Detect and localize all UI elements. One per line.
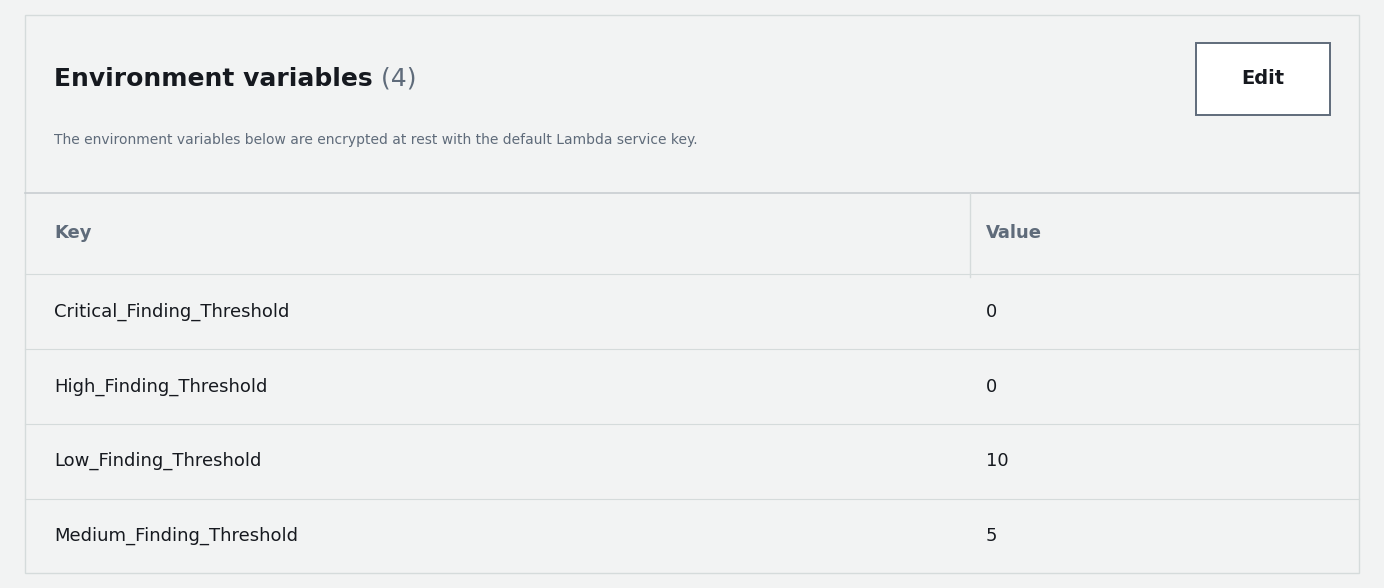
Text: Environment variables: Environment variables — [54, 67, 372, 91]
Text: Medium_Finding_Threshold: Medium_Finding_Threshold — [54, 527, 299, 545]
Text: Low_Finding_Threshold: Low_Finding_Threshold — [54, 452, 262, 470]
Text: 0: 0 — [985, 377, 996, 396]
Text: 0: 0 — [985, 303, 996, 321]
FancyBboxPatch shape — [1196, 43, 1330, 115]
Text: Value: Value — [985, 223, 1042, 242]
Text: Edit: Edit — [1241, 69, 1284, 88]
Text: High_Finding_Threshold: High_Finding_Threshold — [54, 377, 267, 396]
Text: (4): (4) — [372, 67, 417, 91]
Text: 10: 10 — [985, 452, 1008, 470]
Text: The environment variables below are encrypted at rest with the default Lambda se: The environment variables below are encr… — [54, 133, 698, 148]
Text: Critical_Finding_Threshold: Critical_Finding_Threshold — [54, 303, 289, 321]
Text: 5: 5 — [985, 527, 996, 545]
Text: Key: Key — [54, 223, 91, 242]
